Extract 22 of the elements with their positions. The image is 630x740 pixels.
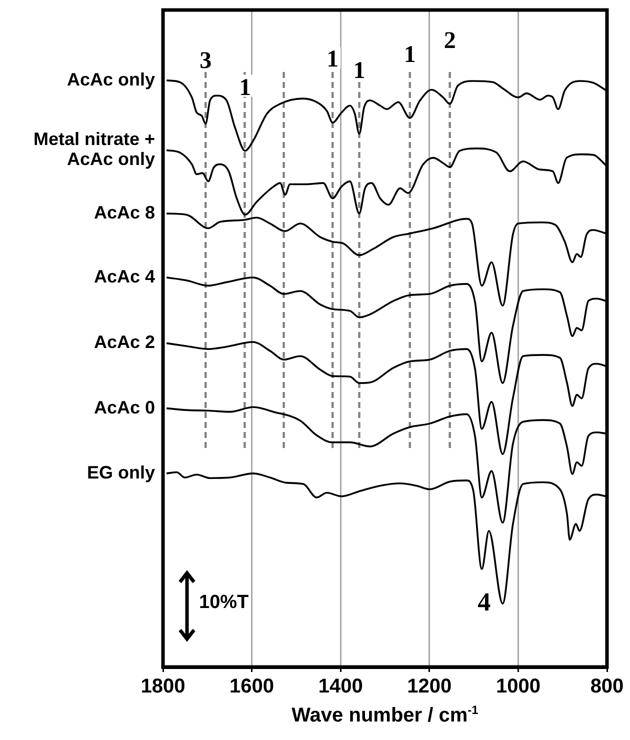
annotation: 10%T [199,592,249,614]
series-label: AcAc 8 [94,202,155,223]
annotation: 3 [200,48,212,74]
x-axis-title: Wave number / cm$^{-1}$ [290,703,480,728]
annotation: 2 [444,28,456,54]
series-label: AcAc only [66,69,155,90]
series-label: AcAc 0 [94,397,155,418]
x-tick-label: 1400 [318,676,363,698]
x-tick-label: 1600 [230,676,274,698]
x-tick-label: 1800 [140,676,186,698]
series-label: Metal nitrate + AcAc only [33,129,155,170]
x-tick-label: 800 [590,676,624,698]
annotation: 1 [353,58,366,84]
series-label: EG only [86,462,155,482]
x-tick-label: 1200 [407,676,452,698]
annotation: 1 [404,42,416,68]
series-label: AcAc 2 [94,332,155,352]
annotation: 4 [478,587,491,616]
annotation: 1 [239,74,252,101]
annotation: 1 [326,46,339,73]
x-tick-label: 1000 [496,676,540,698]
series-label: AcAc 4 [94,266,155,286]
